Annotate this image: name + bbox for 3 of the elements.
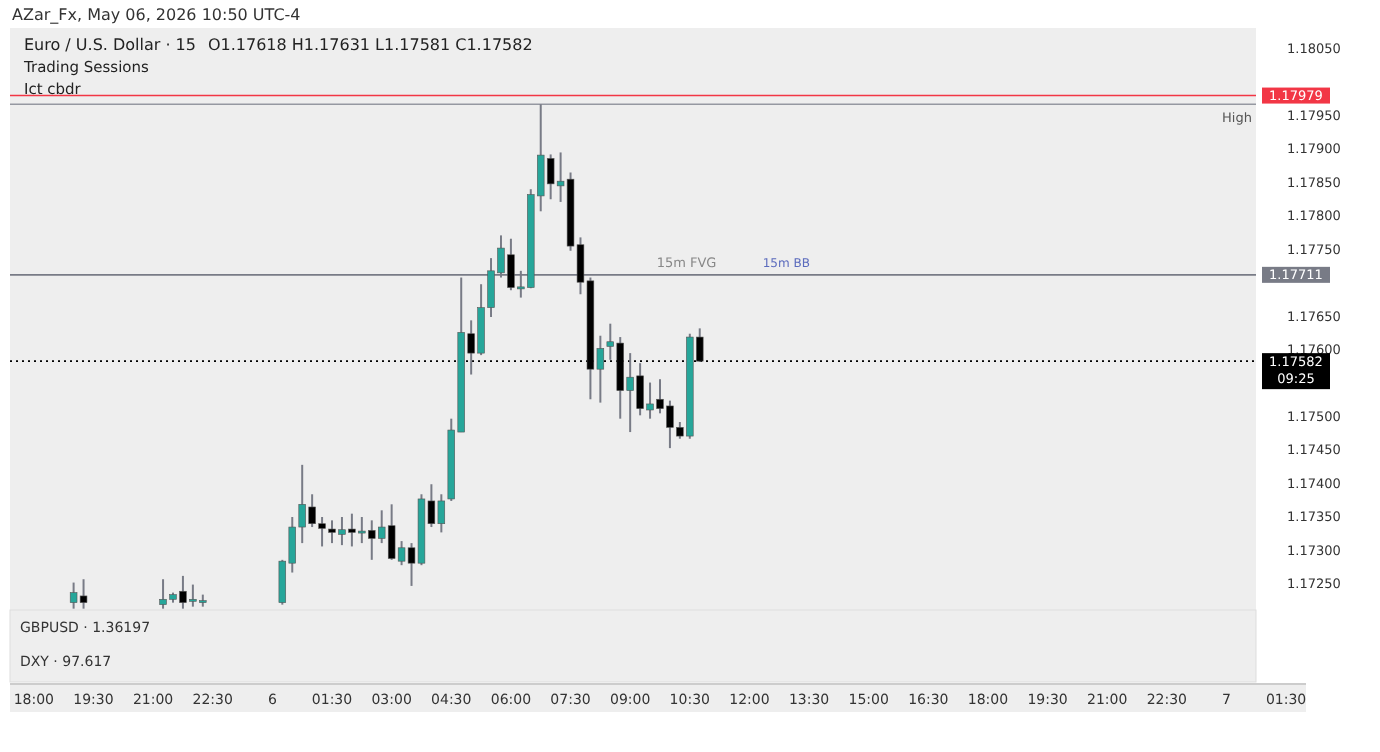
text: Euro / U.S. Dollar · 15 bbox=[24, 36, 196, 54]
text: AZar_Fx, May 06, 2026 10:50 UTC-4 bbox=[12, 6, 301, 24]
annotation: O1.17618 H1.17631 L1.17581 C1.17582 bbox=[207, 36, 533, 54]
